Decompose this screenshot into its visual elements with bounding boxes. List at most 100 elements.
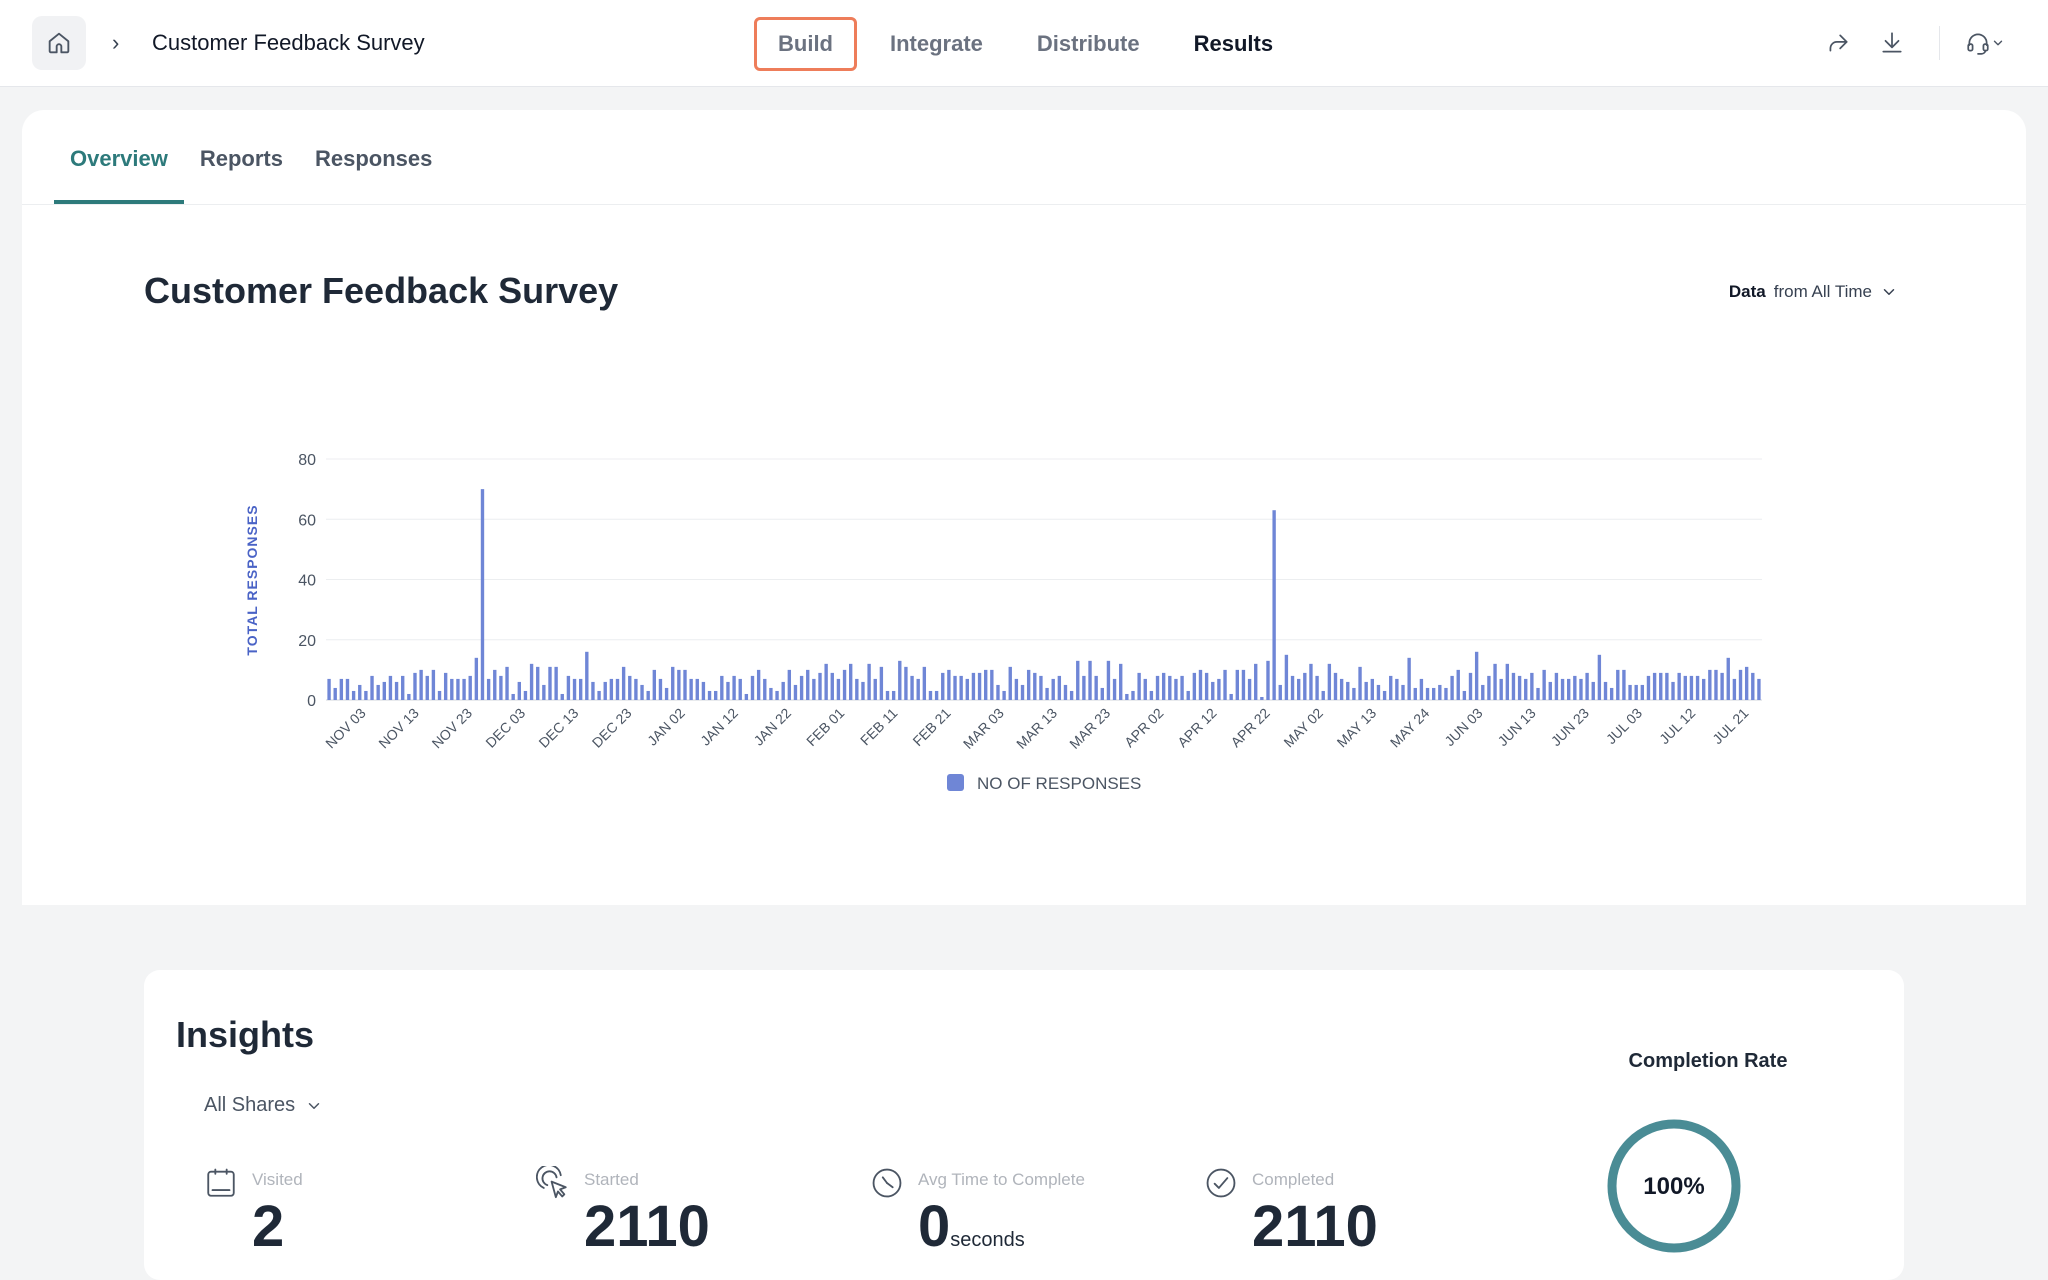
tabs-divider [22,204,2026,205]
tab-overview[interactable]: Overview [54,110,184,204]
data-range-dropdown[interactable]: Data from All Time [1729,282,1898,302]
bar [1149,690,1154,700]
tab-responses[interactable]: Responses [314,146,433,171]
chevron-down-icon [308,1102,320,1109]
bar [1597,654,1602,700]
bar [1665,672,1669,700]
bar [1616,669,1620,700]
bar [1229,693,1233,700]
bar [1082,675,1086,700]
completion-rate-arc [1607,1119,1741,1253]
y-tick-label: 0 [307,693,316,710]
data-range-value: from All Time [1773,282,1872,301]
bar [836,678,841,700]
bar [1560,678,1565,700]
bar [793,684,798,700]
bar [867,663,871,700]
bar [401,675,405,700]
bar [1413,687,1417,700]
shares-dropdown[interactable]: All Shares [204,1094,323,1117]
bar [1266,660,1270,700]
bar [1303,672,1307,700]
x-tick-label: MAR 23 [1066,705,1113,752]
bar [756,669,761,700]
x-tick-label: DEC 03 [482,705,528,751]
bar [1100,687,1104,700]
bar [1039,675,1043,700]
bar [640,684,644,700]
bar [707,690,712,700]
nav-integrate[interactable]: Integrate [890,31,983,56]
bar [1155,675,1160,700]
bar [1094,675,1098,700]
responses-bar-chart: 0 20 40 60 80 TOTAL RESPONSES NOV 03 NOV 13 NOV … [244,452,1762,793]
share-icon [1829,34,1848,52]
x-tick-label: JUL 21 [1709,705,1751,747]
bar [1235,669,1239,700]
data-range-label: Data [1728,282,1766,301]
x-tick-label: MAR 03 [960,705,1007,752]
bar [977,672,982,700]
x-tick-label: APR 12 [1174,705,1220,751]
x-tick-label: APR 22 [1227,705,1273,751]
x-tick-label: NOV 13 [375,705,422,752]
home-icon [48,32,70,54]
tab-reports[interactable]: Reports [199,146,283,171]
bar [1487,675,1491,700]
bar [1284,654,1289,700]
bar [1591,681,1595,700]
bar [744,693,749,700]
home-button[interactable] [32,16,86,70]
bar [1254,663,1258,700]
bar [1474,651,1479,700]
x-tick-label: NOV 23 [429,705,476,752]
bar [1358,666,1362,700]
bar [1321,690,1325,700]
bar [861,681,865,700]
x-tick-label: JAN 02 [644,705,688,749]
bar [548,666,552,700]
bar [1720,672,1724,700]
bar [1505,663,1510,700]
bar [1573,675,1577,700]
insights-card: Insights All Shares Visited 2 Started 21… [144,970,1904,1280]
nav-build[interactable]: Build [754,17,857,71]
x-tick-label: JAN 12 [697,705,741,749]
share-button[interactable] [1821,26,1855,60]
check-circle-icon [1206,1168,1236,1198]
legend-label: NO OF RESPONSES [977,774,1141,793]
support-menu-button[interactable] [1960,26,2010,60]
toolbar-divider [1939,26,1940,60]
bar [358,684,362,700]
bar [701,681,706,700]
bar [1579,678,1583,700]
nav-distribute[interactable]: Distribute [1036,31,1140,56]
bar [1370,678,1375,700]
bar [1223,669,1227,700]
bar [799,675,804,700]
x-tick-label: FEB 21 [909,705,953,749]
bar [824,663,828,700]
bar [339,678,344,700]
bar [1389,675,1393,700]
y-tick-label: 40 [298,573,316,590]
shares-dropdown-label: All Shares [204,1094,296,1116]
bar [1198,669,1203,700]
nav-results[interactable]: Results [1193,31,1274,56]
avg-time-unit: seconds [950,1229,1025,1251]
download-button[interactable] [1875,26,1909,60]
x-tick-label: JUN 23 [1548,705,1592,749]
bar [1462,690,1467,700]
bar [781,681,785,700]
bar [1088,660,1092,700]
bar [664,687,669,700]
bar [351,690,356,700]
bar [1112,678,1117,700]
bar [468,675,472,700]
calendar-icon [207,1168,235,1197]
bar [947,669,951,700]
bar [1603,681,1608,700]
bar [1309,663,1313,700]
bar [996,684,1000,700]
bar [1186,690,1190,700]
